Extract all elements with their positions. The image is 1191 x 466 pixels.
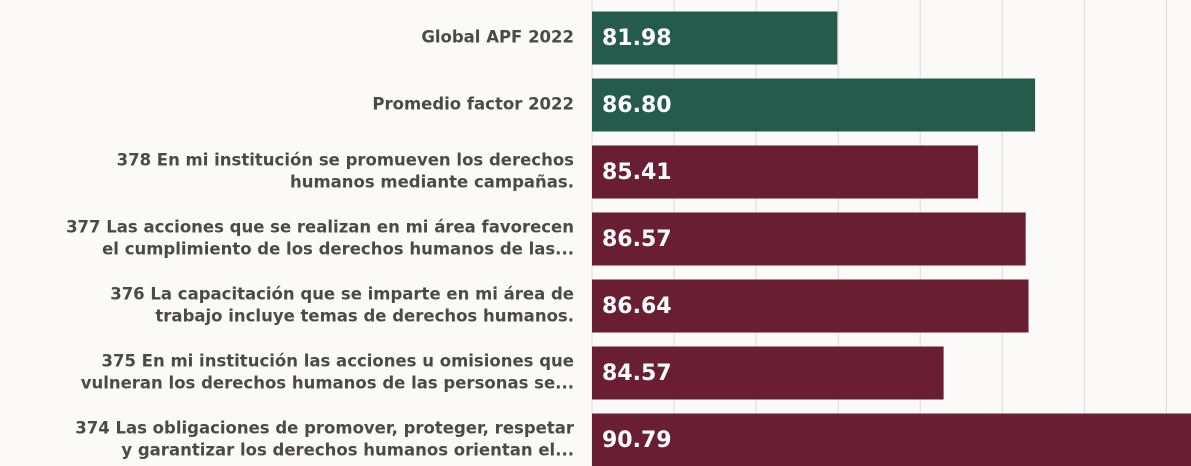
bar <box>592 212 1026 266</box>
value-label: 86.57 <box>602 227 672 252</box>
bar <box>592 11 838 65</box>
category-label: 374 Las obligaciones de promover, proteg… <box>75 419 575 438</box>
bar <box>592 346 944 400</box>
category-label: 375 En mi institución las acciones u omi… <box>102 352 575 371</box>
value-label: 86.80 <box>602 93 672 118</box>
category-label: 376 La capacitación que se imparte en mi… <box>110 285 574 304</box>
value-label: 86.64 <box>602 294 672 319</box>
bar <box>592 279 1029 333</box>
category-label: y garantizar los derechos humanos orient… <box>121 441 574 460</box>
value-label: 90.79 <box>602 428 672 453</box>
bar <box>592 145 979 199</box>
bar <box>592 413 1191 466</box>
category-label: el cumplimiento de los derechos humanos … <box>102 240 574 259</box>
value-label: 85.41 <box>602 160 672 185</box>
category-label: Global APF 2022 <box>421 28 574 47</box>
bar <box>592 78 1036 132</box>
category-label: humanos mediante campañas. <box>290 173 574 192</box>
category-label: vulneran los derechos humanos de las per… <box>81 374 574 393</box>
category-label: 377 Las acciones que se realizan en mi á… <box>66 218 574 237</box>
value-label: 84.57 <box>602 361 672 386</box>
category-label: 378 En mi institución se promueven los d… <box>117 151 575 170</box>
category-label: trabajo incluye temas de derechos humano… <box>155 307 574 326</box>
category-label: Promedio factor 2022 <box>372 95 574 114</box>
value-label: 81.98 <box>602 26 672 51</box>
